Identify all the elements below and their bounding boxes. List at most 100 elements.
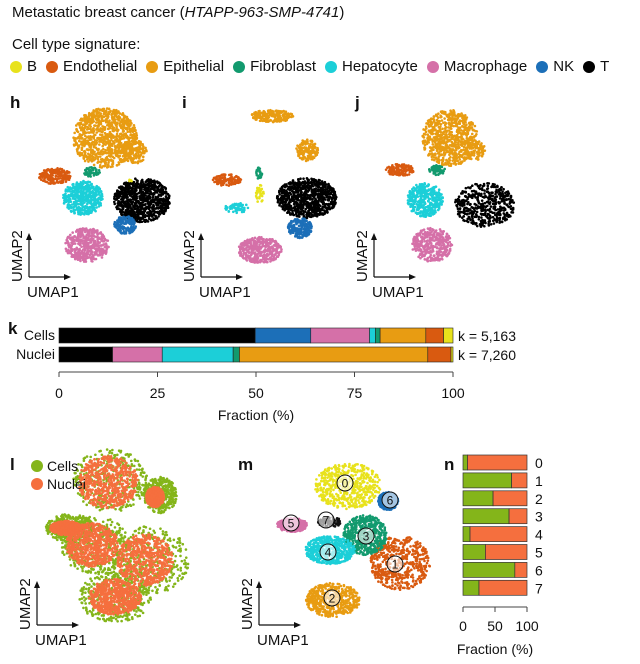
cluster-epithelial: [72, 107, 139, 169]
x-tick-label: 50: [487, 618, 503, 634]
bar-label-nuclei: Nuclei: [16, 346, 55, 362]
bar-segment-nuclei: [469, 526, 528, 542]
cluster-badge: [323, 589, 341, 607]
umap1-label: UMAP1: [27, 284, 79, 301]
umap1-label: UMAP1: [257, 632, 309, 649]
bar-segment-nuclei: [511, 472, 528, 489]
bar-segment-b: [450, 346, 454, 363]
legend-item-t: T: [583, 58, 609, 75]
umap-scatter-j: [384, 109, 516, 263]
cluster-label-1: 1: [386, 555, 404, 573]
legend-label: B: [27, 58, 38, 75]
cluster-badge: [317, 511, 335, 529]
umap2-label: UMAP2: [9, 230, 26, 282]
cluster-macrophage: [411, 226, 454, 263]
bar-segment-cells: [462, 544, 486, 560]
legend-dot: [233, 60, 246, 73]
stacked-bar-chart-k: Cells k = 5,163 Nuclei k = 7,260 0 25 50 75 100 F…: [16, 327, 516, 423]
cluster-epithelial: [421, 109, 479, 168]
cluster-fibroblast: [83, 165, 101, 178]
legend-item-endothelial: Endothelial: [46, 58, 137, 75]
bar-segment-nuclei: [492, 490, 528, 507]
cluster-b: [254, 183, 265, 203]
legend-label: NK: [553, 58, 575, 75]
legend-item-nuclei: Nuclei: [31, 476, 86, 492]
cluster-epithelial: [295, 138, 320, 163]
x-tick-label: 25: [150, 385, 166, 401]
cluster-2: [304, 581, 361, 619]
cluster-label-6: 6: [381, 491, 399, 509]
cluster-nk: [286, 217, 313, 240]
umap1-label: UMAP1: [35, 632, 87, 649]
legend-dot: [324, 60, 337, 73]
bar-segment-b: [443, 327, 454, 344]
umap2-label: UMAP2: [181, 230, 198, 282]
legend-dot: [46, 60, 59, 73]
legend-dot: [31, 478, 43, 490]
legend-label: Epithelial: [163, 58, 225, 75]
cluster-row-label: 5: [535, 545, 543, 561]
legend-label: Endothelial: [63, 58, 138, 75]
cluster-label-3: 3: [357, 527, 375, 545]
cluster-epithelial: [250, 108, 295, 124]
figure-title: Metastatic breast cancer (HTAPP-963-SMP-…: [12, 4, 345, 21]
cluster-row-label: 6: [535, 562, 543, 578]
panel-label-h: h: [10, 93, 20, 112]
bar-segment-cells: [462, 454, 468, 471]
x-tick-label: 100: [515, 618, 539, 634]
bar-segment-macrophage: [310, 327, 370, 344]
umap2-label: UMAP2: [239, 578, 256, 630]
umap-scatter-i: [211, 108, 338, 264]
panel-label-k: k: [8, 319, 18, 338]
legend-label: Macrophage: [443, 58, 528, 75]
bar-segment-endothelial: [425, 327, 444, 344]
cluster-label-7: 7: [317, 511, 335, 529]
cluster-number: 4: [325, 546, 332, 560]
legend-label: Fibroblast: [250, 58, 316, 75]
cluster-badge: [357, 527, 375, 545]
cluster-row-label: 2: [535, 491, 543, 507]
cluster-hepatocyte: [62, 179, 104, 216]
x-tick-label: 0: [55, 385, 63, 401]
cluster-row-label: 0: [535, 455, 543, 471]
cluster-badge: [336, 474, 354, 492]
count-annotation: k = 5,163: [458, 328, 516, 344]
bar-segment-nuclei: [478, 579, 528, 596]
legend-label: Hepatocyte: [341, 58, 418, 75]
panel-label-j: j: [354, 93, 360, 112]
cluster-row-label: 7: [535, 580, 543, 596]
cluster-endothelial: [384, 162, 415, 177]
umap-scatter-m: 0 1 2 3 4 5 6 7: [276, 462, 432, 619]
bar-segment-cells: [462, 490, 494, 507]
bar-segment-cells: [462, 526, 471, 542]
cluster-macrophage: [64, 227, 110, 263]
cluster-nk: [113, 215, 138, 235]
panel-label-m: m: [238, 455, 253, 474]
umap-scatter-l: [44, 448, 190, 623]
cluster-fibroblast: [255, 166, 264, 180]
legend-item-nk: NK: [536, 58, 574, 75]
bar-segment-nuclei: [467, 454, 528, 471]
count-annotation: k = 7,260: [458, 347, 516, 363]
cluster-fibroblast: [428, 163, 446, 177]
bar-segment-hepatocyte: [369, 327, 376, 344]
cluster-t: [454, 182, 516, 228]
legend-dot: [31, 460, 43, 472]
bar-segment-endothelial: [427, 346, 452, 363]
legend-item-macrophage: Macrophage: [426, 58, 528, 75]
bar-segment-cells: [462, 472, 512, 489]
cluster-epithelial: [464, 138, 487, 161]
bar-segment-fibroblast: [232, 346, 240, 363]
x-tick-label: 0: [459, 618, 467, 634]
x-tick-label: 50: [248, 385, 264, 401]
x-tick-label: 100: [441, 385, 465, 401]
panel-label-n: n: [444, 455, 454, 474]
x-axis-label: Fraction (%): [457, 641, 533, 657]
cluster-number: 7: [323, 514, 330, 528]
cluster-badge: [282, 514, 300, 532]
bar-segment-nk: [254, 327, 312, 344]
